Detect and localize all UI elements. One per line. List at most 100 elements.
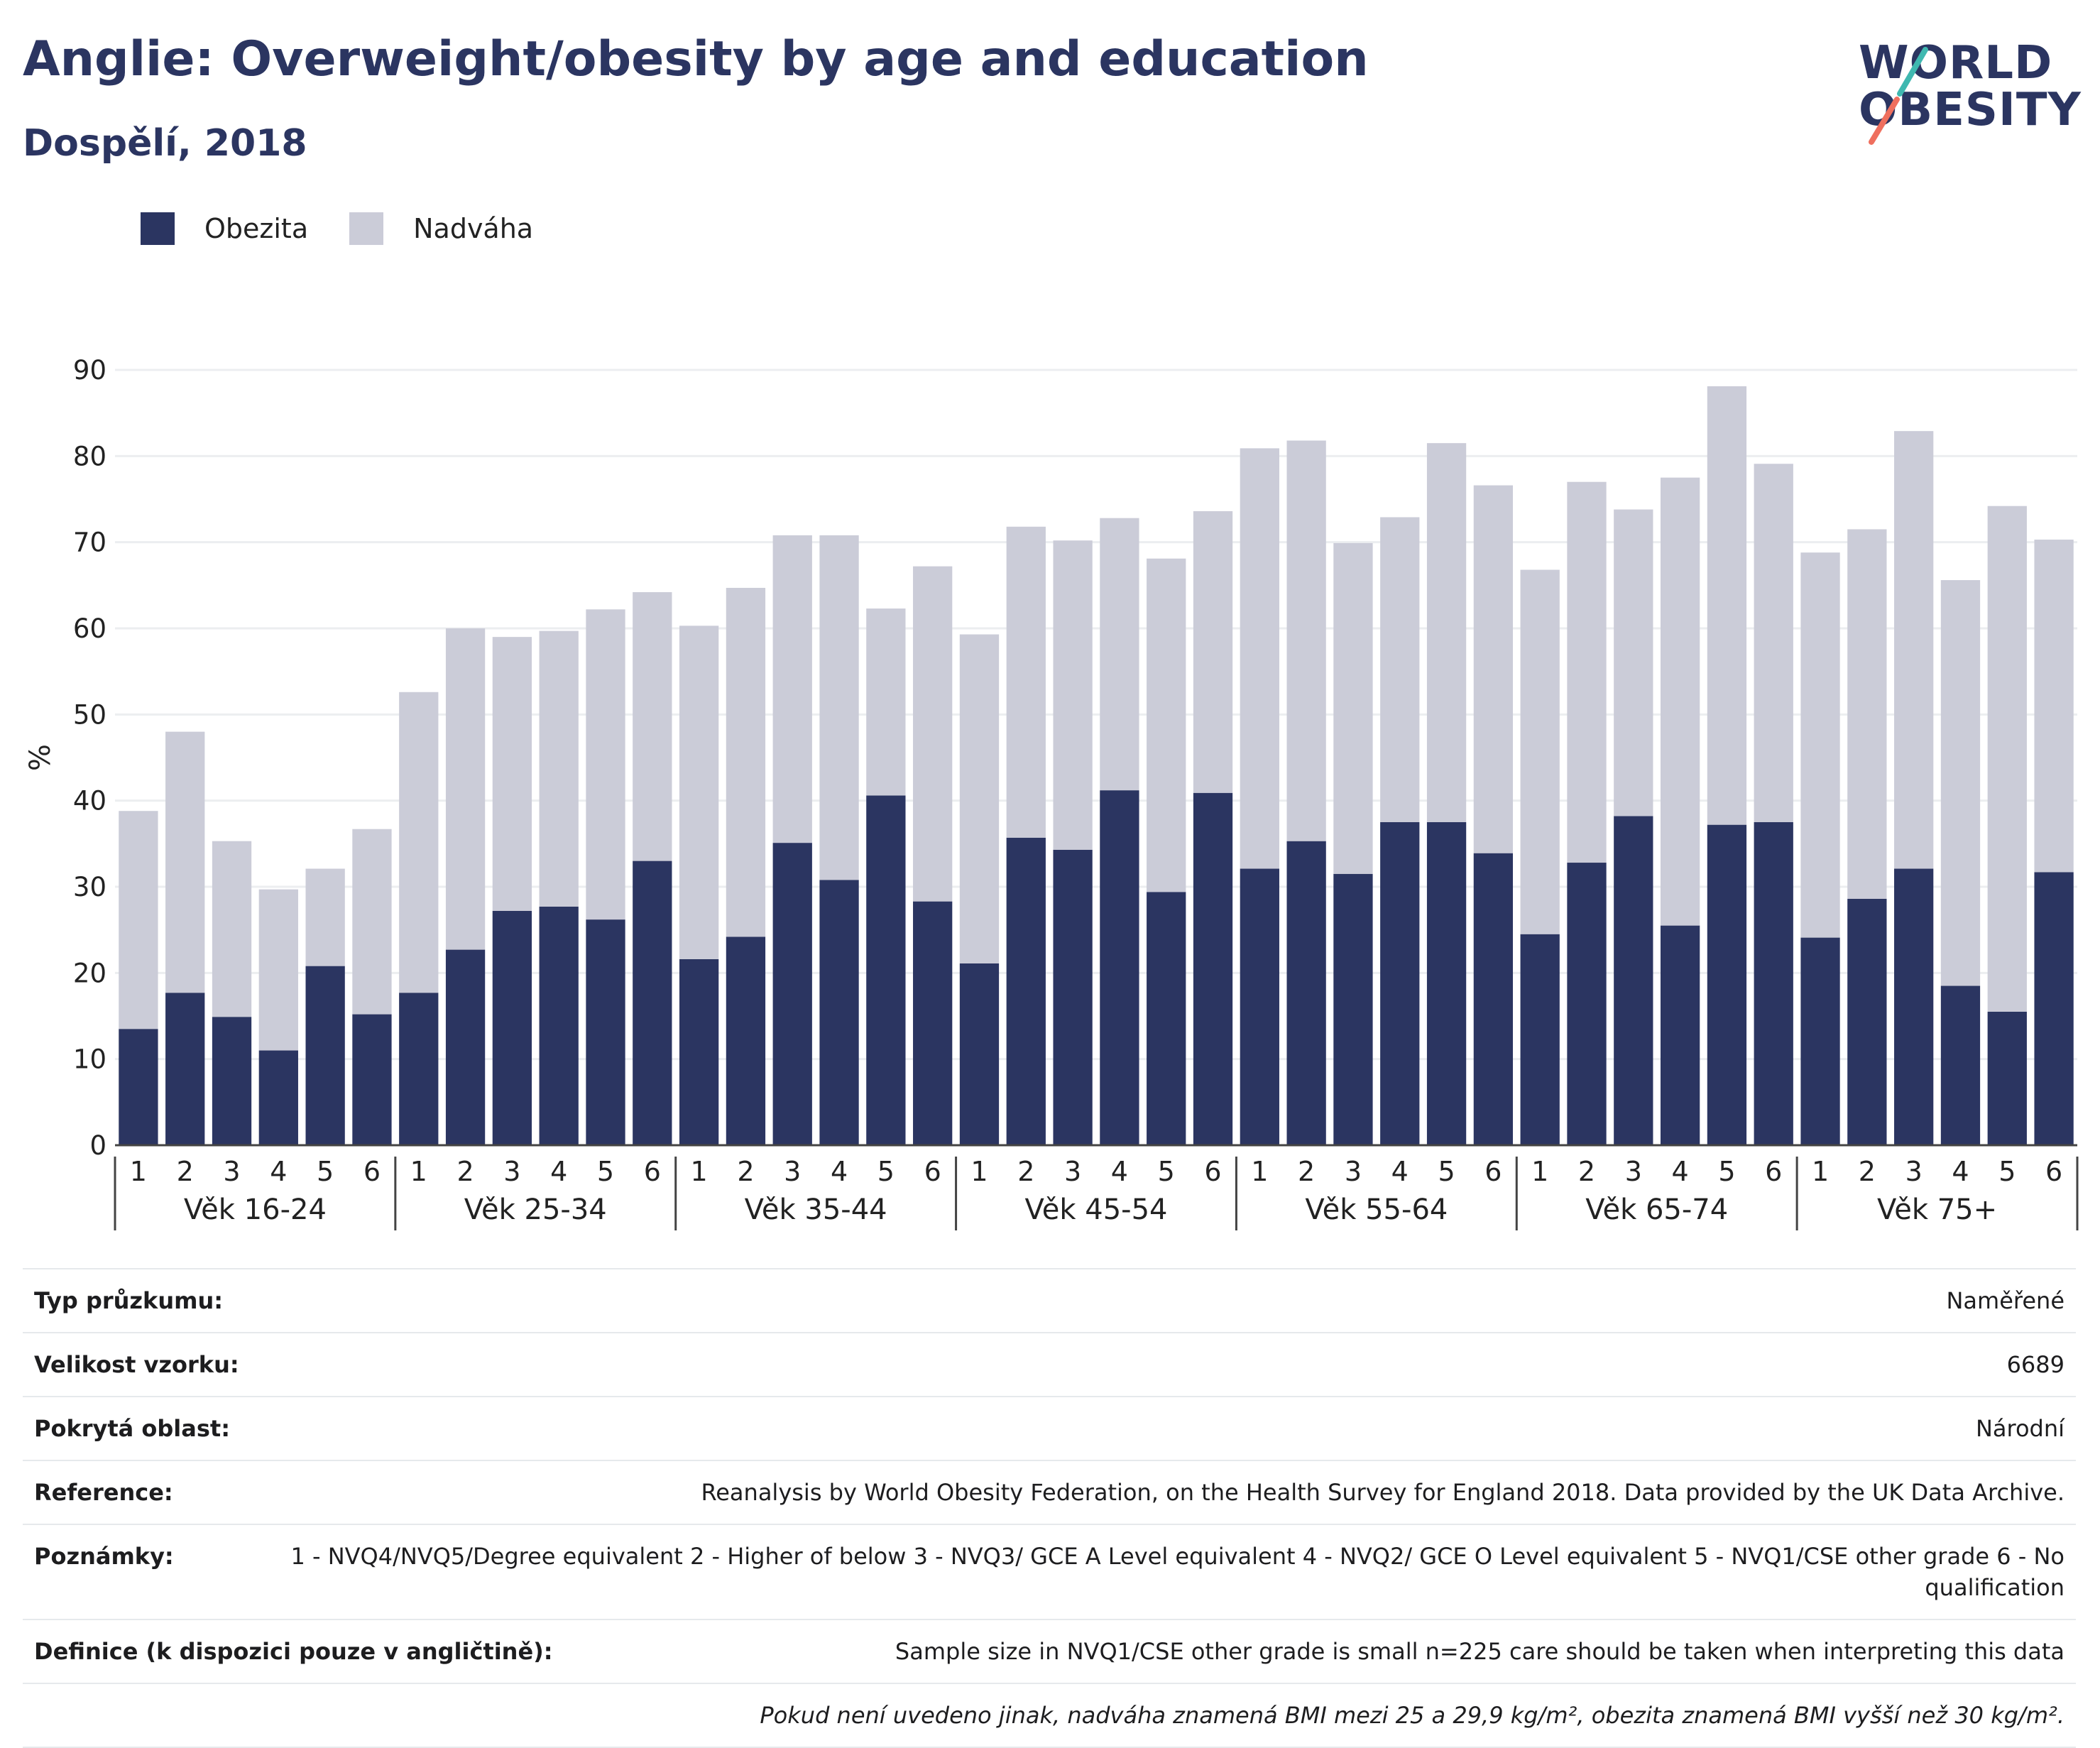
x-tick-label: 2 bbox=[1578, 1156, 1595, 1187]
x-tick-label: 4 bbox=[831, 1156, 848, 1187]
bar-obesity bbox=[399, 993, 439, 1145]
bar-obesity bbox=[1847, 898, 1887, 1145]
legend-item-overweight[interactable]: Nadváha bbox=[349, 212, 533, 245]
bar-obesity bbox=[1100, 790, 1139, 1145]
bar-obesity bbox=[1987, 1011, 2027, 1145]
bar-obesity bbox=[586, 919, 625, 1145]
x-tick-label: 1 bbox=[1812, 1156, 1829, 1187]
bar-obesity bbox=[772, 843, 812, 1145]
bar-overweight bbox=[165, 731, 205, 993]
bar-obesity bbox=[866, 795, 906, 1145]
bar-overweight bbox=[959, 634, 1000, 963]
logo-line-2: OBESITY bbox=[1859, 84, 2082, 136]
x-tick-label: 5 bbox=[1998, 1156, 2016, 1187]
y-tick-label: 70 bbox=[73, 528, 106, 558]
bar-obesity bbox=[1707, 824, 1747, 1145]
x-group-label: Věk 45-54 bbox=[1025, 1193, 1168, 1226]
x-tick-label: 1 bbox=[970, 1156, 988, 1187]
bar-obesity bbox=[1053, 849, 1093, 1145]
bar-obesity bbox=[1426, 822, 1467, 1145]
y-tick-label: 50 bbox=[73, 699, 106, 730]
bar-overweight bbox=[1473, 485, 1514, 853]
logo-slash-icon bbox=[1869, 47, 1928, 145]
info-key: Definice (k dispozici pouze v angličtině… bbox=[34, 1638, 553, 1665]
bar-obesity bbox=[959, 963, 1000, 1145]
x-tick-label: 2 bbox=[1298, 1156, 1315, 1187]
y-tick-label: 90 bbox=[73, 355, 106, 386]
info-row: Reference: Reanalysis by World Obesity Fe… bbox=[23, 1461, 2076, 1525]
x-tick-label: 1 bbox=[1251, 1156, 1268, 1187]
bar-overweight bbox=[1333, 542, 1373, 874]
info-value: 1 - NVQ4/NVQ5/Degree equivalent 2 - High… bbox=[290, 1543, 2065, 1601]
x-tick-label: 3 bbox=[503, 1156, 520, 1187]
y-tick-label: 80 bbox=[73, 441, 106, 471]
bar-obesity bbox=[913, 901, 953, 1145]
bar-overweight bbox=[1193, 510, 1233, 793]
logo-line-1: WORLD bbox=[1859, 37, 2053, 89]
bar-obesity bbox=[212, 1017, 252, 1145]
x-tick-label: 2 bbox=[1017, 1156, 1034, 1187]
x-group-label: Věk 65-74 bbox=[1585, 1193, 1728, 1226]
legend-item-obesity[interactable]: Obezita bbox=[141, 212, 308, 245]
info-value: Reanalysis by World Obesity Federation, … bbox=[701, 1479, 2065, 1506]
bar-overweight bbox=[772, 535, 812, 843]
bar-overweight bbox=[1707, 386, 1747, 825]
x-tick-label: 3 bbox=[1625, 1156, 1642, 1187]
x-tick-label: 2 bbox=[1859, 1156, 1876, 1187]
bar-obesity bbox=[1286, 841, 1326, 1145]
bar-overweight bbox=[1894, 431, 1934, 869]
info-value: Sample size in NVQ1/CSE other grade is s… bbox=[895, 1638, 2065, 1665]
bar-overweight bbox=[258, 889, 298, 1051]
y-tick-label: 10 bbox=[73, 1044, 106, 1075]
bar-overweight bbox=[399, 692, 439, 993]
bar-overweight bbox=[1053, 540, 1093, 850]
x-tick-label: 4 bbox=[1672, 1156, 1689, 1187]
y-tick-label: 40 bbox=[73, 786, 106, 816]
bar-obesity bbox=[2034, 872, 2074, 1145]
chart-legend: Obezita Nadváha bbox=[141, 210, 574, 247]
legend-label-overweight: Nadváha bbox=[413, 213, 534, 244]
bar-obesity bbox=[1614, 816, 1653, 1145]
x-tick-label: 1 bbox=[410, 1156, 427, 1187]
bar-obesity bbox=[305, 966, 345, 1145]
bar-overweight bbox=[119, 811, 158, 1029]
bar-overweight bbox=[539, 630, 579, 907]
bar-overweight bbox=[1987, 506, 2027, 1012]
x-tick-label: 5 bbox=[1438, 1156, 1455, 1187]
bar-overweight bbox=[679, 626, 719, 959]
bar-obesity bbox=[165, 993, 205, 1145]
bar-obesity bbox=[539, 906, 579, 1145]
info-row: Pokrytá oblast: Národní bbox=[23, 1397, 2076, 1461]
x-tick-label: 4 bbox=[1391, 1156, 1409, 1187]
bar-overweight bbox=[1286, 440, 1326, 841]
bar-obesity bbox=[1473, 853, 1514, 1145]
bar-overweight bbox=[1240, 448, 1279, 869]
bar-overweight bbox=[1006, 526, 1046, 838]
bar-obesity bbox=[1940, 985, 1981, 1145]
bar-overweight bbox=[913, 566, 953, 902]
x-tick-label: 4 bbox=[270, 1156, 287, 1187]
bar-obesity bbox=[1567, 863, 1607, 1145]
bar-obesity bbox=[1894, 868, 1934, 1145]
info-row: Poznámky: 1 - NVQ4/NVQ5/Degree equivalent… bbox=[23, 1525, 2076, 1620]
x-tick-label: 3 bbox=[1345, 1156, 1362, 1187]
x-group-label: Věk 75+ bbox=[1877, 1193, 1997, 1226]
x-tick-label: 3 bbox=[1064, 1156, 1081, 1187]
x-tick-label: 5 bbox=[877, 1156, 895, 1187]
bar-obesity bbox=[258, 1050, 298, 1145]
x-group-label: Věk 35-44 bbox=[745, 1193, 887, 1226]
bar-overweight bbox=[1614, 509, 1653, 816]
x-tick-label: 6 bbox=[363, 1156, 381, 1187]
info-table: Typ průzkumu: Naměřené Velikost vzorku: 668… bbox=[23, 1268, 2076, 1748]
x-tick-label: 2 bbox=[177, 1156, 194, 1187]
x-tick-label: 2 bbox=[456, 1156, 474, 1187]
footnote: Pokud není uvedeno jinak, nadváha znamen… bbox=[760, 1702, 2065, 1729]
y-tick-label: 20 bbox=[73, 958, 106, 988]
x-tick-label: 3 bbox=[1905, 1156, 1923, 1187]
x-tick-label: 1 bbox=[1531, 1156, 1548, 1187]
bar-obesity bbox=[1800, 937, 1840, 1145]
info-row: Typ průzkumu: Naměřené bbox=[23, 1269, 2076, 1333]
info-value: Národní bbox=[1975, 1415, 2065, 1442]
bar-overweight bbox=[492, 637, 532, 911]
